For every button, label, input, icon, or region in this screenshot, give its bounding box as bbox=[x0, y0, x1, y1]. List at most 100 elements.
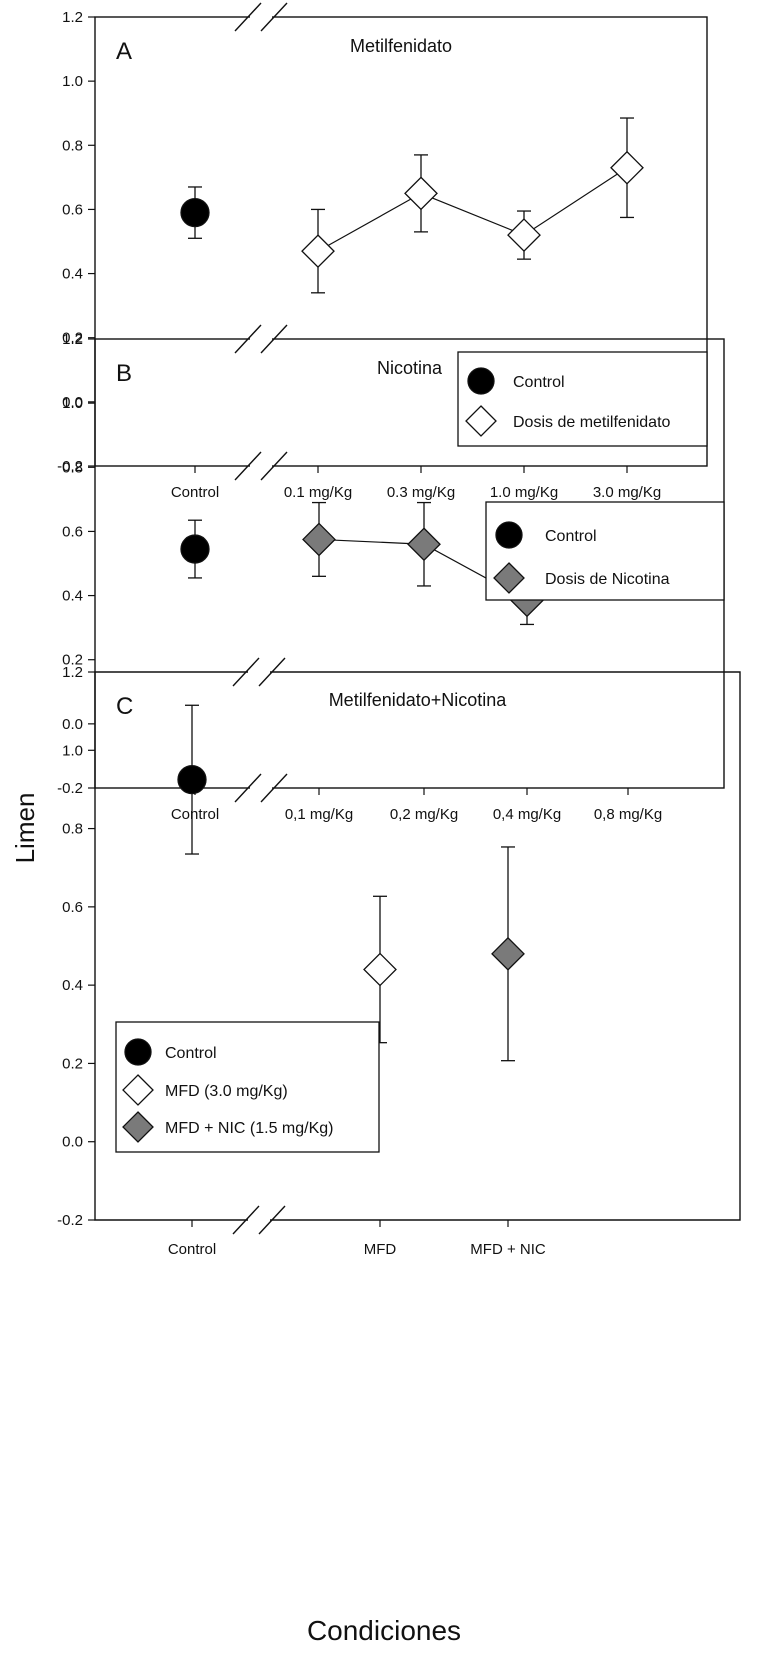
axis-break-top bbox=[234, 2, 262, 32]
y-tick-label: 0.0 bbox=[62, 394, 83, 411]
data-point-diamond bbox=[302, 522, 336, 557]
y-tick-label: 0.2 bbox=[62, 1055, 83, 1072]
axis-break-bottom bbox=[258, 1205, 286, 1235]
panel-title: Metilfenidato bbox=[350, 36, 452, 56]
legend: Control Dosis de Nicotina bbox=[485, 501, 725, 601]
legend-label: Dosis de metilfenidato bbox=[513, 414, 671, 431]
data-point-diamond bbox=[404, 176, 438, 211]
legend-label: MFD (3.0 mg/Kg) bbox=[165, 1083, 288, 1100]
series-0 bbox=[177, 704, 207, 855]
legend-label: Control bbox=[513, 374, 565, 391]
legend-label: MFD + NIC (1.5 mg/Kg) bbox=[165, 1120, 333, 1137]
legend-box bbox=[115, 1021, 380, 1153]
axis-break-top bbox=[234, 324, 262, 354]
series-0 bbox=[180, 519, 210, 579]
y-tick-label: 0.2 bbox=[62, 652, 83, 669]
y-tick-label: 0.6 bbox=[62, 899, 83, 916]
x-tick-label: 1.0 mg/Kg bbox=[490, 484, 558, 501]
data-point-circle bbox=[177, 764, 207, 795]
y-tick-label: 0.8 bbox=[62, 821, 83, 838]
y-tick-label: -0.2 bbox=[57, 1212, 83, 1229]
y-tick-label: 1.2 bbox=[62, 331, 83, 348]
x-tick-label: 0,2 mg/Kg bbox=[390, 806, 458, 823]
x-tick-label: 3.0 mg/Kg bbox=[593, 484, 661, 501]
plot-frame bbox=[94, 671, 741, 1221]
chart-panel-b: -0.2 0.0 0.2 0.4 0.6 0.8 1.0 1.2 Control 0,1 mg/K… bbox=[57, 324, 725, 823]
axis-break-top bbox=[260, 324, 288, 354]
y-tick-label: 0.6 bbox=[62, 523, 83, 540]
series-1 bbox=[363, 895, 397, 1044]
panel-letter: A bbox=[116, 38, 132, 65]
legend-label: Dosis de Nicotina bbox=[545, 571, 670, 588]
legend-box bbox=[485, 501, 725, 601]
axis-break-top bbox=[260, 2, 288, 32]
y-tick-label: -0.2 bbox=[57, 780, 83, 797]
y-tick-label: 1.2 bbox=[62, 9, 83, 26]
x-tick-label: MFD + NIC bbox=[470, 1241, 546, 1258]
y-tick-label: 0.4 bbox=[62, 266, 83, 283]
data-point-circle bbox=[180, 197, 210, 228]
legend: Control Dosis de metilfenidato bbox=[457, 351, 708, 447]
panel-title: Metilfenidato+Nicotina bbox=[329, 690, 508, 710]
legend-box bbox=[457, 351, 708, 447]
y-tick-label: 0.4 bbox=[62, 977, 83, 994]
legend-marker-diamond bbox=[493, 562, 525, 594]
x-tick-label: Control bbox=[171, 806, 219, 823]
axis-break-bottom bbox=[234, 773, 262, 803]
legend-marker-diamond bbox=[122, 1111, 154, 1143]
y-tick-label: 1.0 bbox=[62, 73, 83, 90]
y-axis-label: Limen bbox=[10, 793, 40, 864]
x-tick-label: Control bbox=[168, 1241, 216, 1258]
y-tick-label: 0.4 bbox=[62, 588, 83, 605]
axis-break-bottom bbox=[232, 1205, 260, 1235]
x-tick-label: MFD bbox=[364, 1241, 397, 1258]
x-tick-label: 0,1 mg/Kg bbox=[285, 806, 353, 823]
chart-panel-a: -0.2 0.0 0.2 0.4 0.6 0.8 1.0 1.2 Control 0.1 mg/K… bbox=[57, 2, 708, 501]
panel-letter: B bbox=[116, 360, 132, 387]
data-point-diamond bbox=[610, 150, 644, 185]
data-point-diamond bbox=[407, 527, 441, 562]
axis-break-bottom bbox=[260, 773, 288, 803]
y-tick-label: 1.0 bbox=[62, 742, 83, 759]
series-2 bbox=[491, 846, 525, 1062]
y-tick-label: 0.0 bbox=[62, 716, 83, 733]
y-tick-label: 0.8 bbox=[62, 137, 83, 154]
axis-break-bottom bbox=[260, 451, 288, 481]
data-point-diamond bbox=[507, 218, 541, 253]
chart-panel-c: -0.2 0.0 0.2 0.4 0.6 0.8 1.0 1.2 Control MFD MFD +… bbox=[57, 657, 741, 1258]
y-tick-label: 0.2 bbox=[62, 330, 83, 347]
x-tick-label: 0,8 mg/Kg bbox=[594, 806, 662, 823]
x-tick-label: Control bbox=[171, 484, 219, 501]
panel-letter: C bbox=[116, 693, 133, 720]
plot-frame bbox=[94, 16, 708, 467]
legend: Control MFD (3.0 mg/Kg) MFD + NIC (1.5 mg/… bbox=[115, 1021, 380, 1153]
axis-break-top bbox=[258, 657, 286, 687]
x-tick-label: 0.1 mg/Kg bbox=[284, 484, 352, 501]
y-tick-label: 0.0 bbox=[62, 1134, 83, 1151]
legend-marker-circle bbox=[467, 367, 495, 395]
series-1 bbox=[301, 117, 644, 294]
panel-title: Nicotina bbox=[377, 358, 443, 378]
y-tick-label: 1.2 bbox=[62, 664, 83, 681]
y-tick-label: 0.8 bbox=[62, 459, 83, 476]
data-point-diamond bbox=[301, 234, 335, 269]
data-point-diamond bbox=[363, 952, 397, 987]
legend-marker-diamond bbox=[122, 1074, 154, 1106]
legend-marker-circle bbox=[124, 1038, 152, 1066]
legend-marker-circle bbox=[495, 521, 523, 549]
legend-marker-diamond bbox=[465, 405, 497, 437]
y-tick-label: 1.0 bbox=[62, 395, 83, 412]
y-tick-label: 0.6 bbox=[62, 201, 83, 218]
legend-label: Control bbox=[545, 528, 597, 545]
series-0 bbox=[180, 186, 210, 239]
series-line bbox=[317, 167, 628, 252]
x-tick-label: 0.3 mg/Kg bbox=[387, 484, 455, 501]
data-point-diamond bbox=[491, 936, 525, 971]
x-tick-label: 0,4 mg/Kg bbox=[493, 806, 561, 823]
x-axis-label: Condiciones bbox=[307, 1615, 461, 1646]
axis-break-top bbox=[232, 657, 260, 687]
legend-label: Control bbox=[165, 1045, 217, 1062]
axis-break-bottom bbox=[234, 451, 262, 481]
y-tick-label: -0.2 bbox=[57, 458, 83, 475]
